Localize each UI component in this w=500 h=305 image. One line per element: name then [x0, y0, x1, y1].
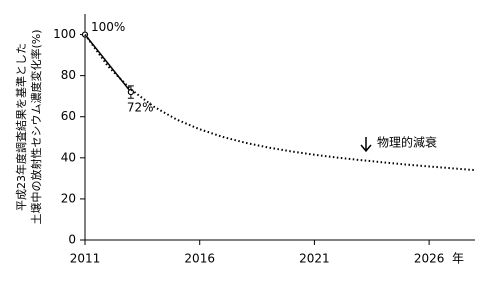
series-annotation: 物理的減衰 [377, 135, 437, 150]
y-tick-label: 100 [53, 27, 76, 41]
x-tick-label: 2021 [299, 252, 330, 266]
y-tick-label: 20 [61, 191, 76, 205]
data-label: 72% [127, 101, 154, 115]
y-axis-title: 土壌中の放射性セシウム濃度変化率(%) [29, 29, 43, 224]
y-tick-label: 0 [68, 233, 76, 247]
data-label: 100% [91, 20, 125, 34]
y-tick-label: 40 [61, 150, 76, 164]
data-point [127, 88, 134, 96]
annotation-arrow [360, 137, 372, 153]
x-tick-label: 2011 [70, 252, 101, 266]
data-line [84, 34, 132, 93]
x-tick-label: 2016 [184, 252, 215, 266]
x-unit: 年 [452, 252, 464, 266]
y-axis-title: 平成23年度調査結果を基準とした [14, 43, 28, 211]
y-tick-label: 80 [61, 68, 76, 82]
x-tick-label: 2026 [414, 252, 445, 266]
y-tick-label: 60 [61, 109, 76, 123]
